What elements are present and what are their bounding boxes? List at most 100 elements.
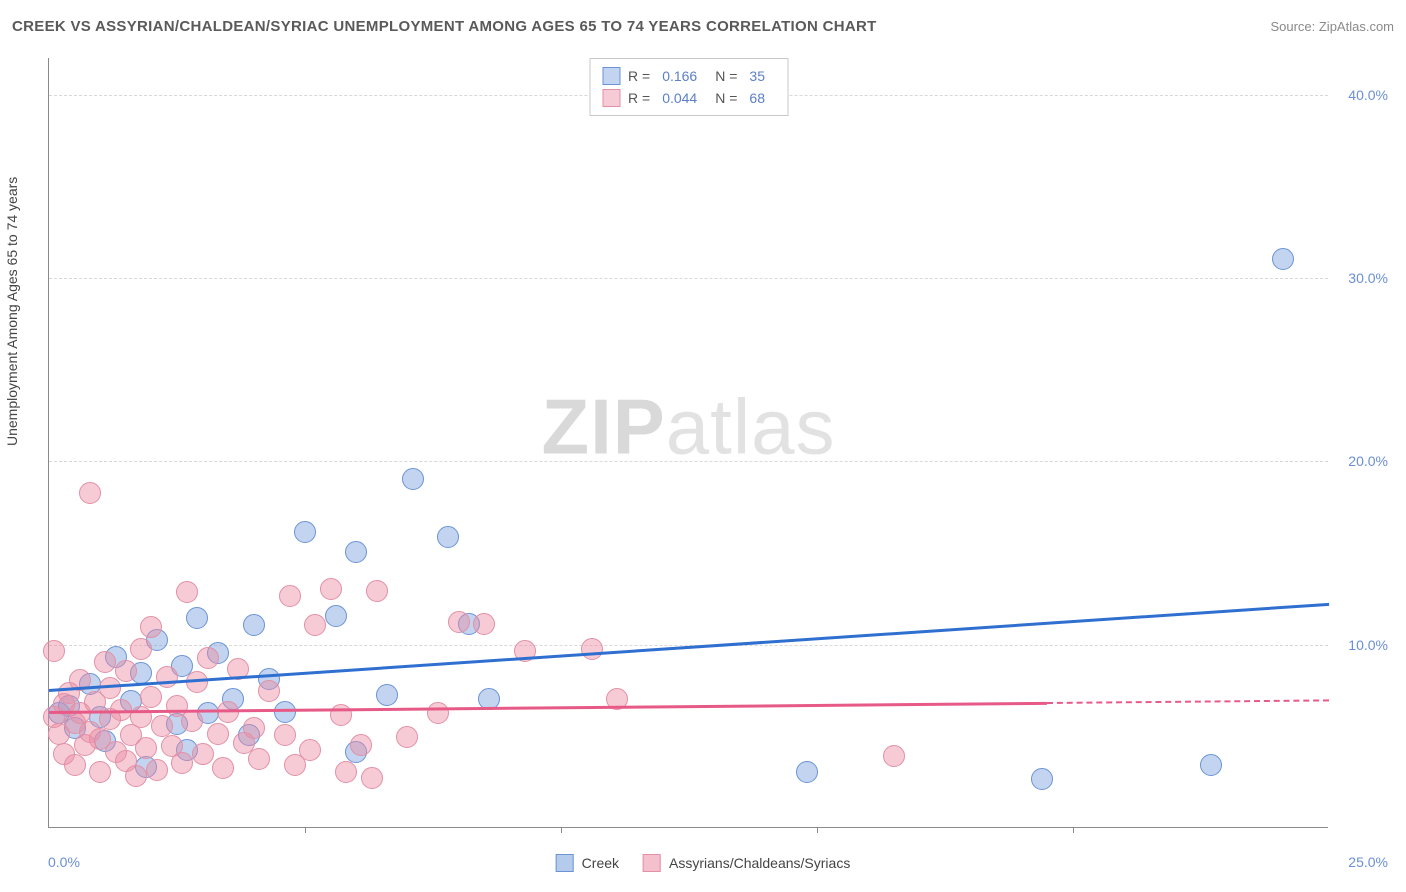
data-point — [243, 717, 265, 739]
data-point — [427, 702, 449, 724]
data-point — [135, 737, 157, 759]
data-point — [361, 767, 383, 789]
n-value: 68 — [749, 90, 765, 106]
data-point — [238, 724, 260, 746]
data-point — [197, 702, 219, 724]
data-point — [1200, 754, 1222, 776]
r-value: 0.044 — [662, 90, 697, 106]
data-point — [345, 741, 367, 763]
data-point — [140, 686, 162, 708]
data-point — [43, 640, 65, 662]
data-point — [181, 710, 203, 732]
legend-row: R =0.166N =35 — [602, 65, 775, 87]
r-value: 0.166 — [662, 68, 697, 84]
data-point — [64, 717, 86, 739]
data-point — [176, 739, 198, 761]
legend-label: Creek — [582, 855, 619, 871]
data-point — [161, 735, 183, 757]
data-point — [94, 730, 116, 752]
data-point — [366, 580, 388, 602]
data-point — [212, 757, 234, 779]
data-point — [105, 646, 127, 668]
data-point — [135, 756, 157, 778]
data-point — [151, 715, 173, 737]
data-point — [304, 614, 326, 636]
x-tick — [1073, 827, 1074, 833]
trend-line — [49, 602, 1329, 691]
data-point — [396, 726, 418, 748]
trend-line-extension — [1047, 699, 1329, 704]
data-point — [79, 673, 101, 695]
y-tick-label: 10.0% — [1348, 637, 1388, 653]
data-point — [48, 723, 70, 745]
data-point — [222, 688, 244, 710]
n-label: N = — [715, 90, 737, 106]
data-point — [64, 712, 86, 734]
legend-swatch — [602, 89, 620, 107]
correlation-legend: R =0.166N =35R =0.044N =68 — [589, 58, 788, 116]
data-point — [140, 616, 162, 638]
data-point — [171, 655, 193, 677]
data-point — [146, 629, 168, 651]
data-point — [186, 607, 208, 629]
data-point — [345, 541, 367, 563]
data-point — [197, 647, 219, 669]
data-point — [473, 613, 495, 635]
y-axis-label: Unemployment Among Ages 65 to 74 years — [4, 177, 20, 446]
data-point — [350, 734, 372, 756]
trend-line — [49, 701, 1047, 713]
data-point — [79, 482, 101, 504]
data-point — [74, 734, 96, 756]
data-point — [335, 761, 357, 783]
data-point — [89, 761, 111, 783]
y-tick-label: 30.0% — [1348, 270, 1388, 286]
data-point — [115, 660, 137, 682]
n-value: 35 — [749, 68, 765, 84]
data-point — [248, 748, 270, 770]
data-point — [146, 759, 168, 781]
data-point — [166, 713, 188, 735]
x-tick — [561, 827, 562, 833]
data-point — [89, 728, 111, 750]
data-point — [294, 521, 316, 543]
data-point — [883, 745, 905, 767]
data-point — [299, 739, 321, 761]
data-point — [171, 752, 193, 774]
legend-item: Creek — [556, 854, 619, 872]
data-point — [120, 690, 142, 712]
watermark-bold: ZIP — [541, 383, 665, 471]
n-label: N = — [715, 68, 737, 84]
legend-item: Assyrians/Chaldeans/Syriacs — [643, 854, 850, 872]
data-point — [130, 662, 152, 684]
data-point — [1272, 248, 1294, 270]
series-legend: Creek Assyrians/Chaldeans/Syriacs — [556, 854, 851, 872]
data-point — [274, 724, 296, 746]
data-point — [120, 724, 142, 746]
data-point — [1031, 768, 1053, 790]
x-axis-max-label: 25.0% — [1348, 854, 1388, 870]
data-point — [796, 761, 818, 783]
y-tick-label: 40.0% — [1348, 87, 1388, 103]
data-point — [94, 651, 116, 673]
data-point — [176, 581, 198, 603]
data-point — [279, 585, 301, 607]
data-point — [233, 732, 255, 754]
scatter-plot-area: ZIPatlas R =0.166N =35R =0.044N =68 10.0… — [48, 58, 1328, 828]
data-point — [258, 680, 280, 702]
data-point — [64, 754, 86, 776]
source-attribution: Source: ZipAtlas.com — [1270, 19, 1394, 34]
x-axis-min-label: 0.0% — [48, 854, 80, 870]
data-point — [115, 750, 137, 772]
gridline — [49, 278, 1328, 279]
data-point — [581, 638, 603, 660]
legend-swatch — [556, 854, 574, 872]
data-point — [58, 682, 80, 704]
legend-label: Assyrians/Chaldeans/Syriacs — [669, 855, 850, 871]
data-point — [207, 723, 229, 745]
x-tick — [817, 827, 818, 833]
data-point — [376, 684, 398, 706]
data-point — [258, 668, 280, 690]
data-point — [79, 721, 101, 743]
data-point — [43, 706, 65, 728]
x-tick — [305, 827, 306, 833]
